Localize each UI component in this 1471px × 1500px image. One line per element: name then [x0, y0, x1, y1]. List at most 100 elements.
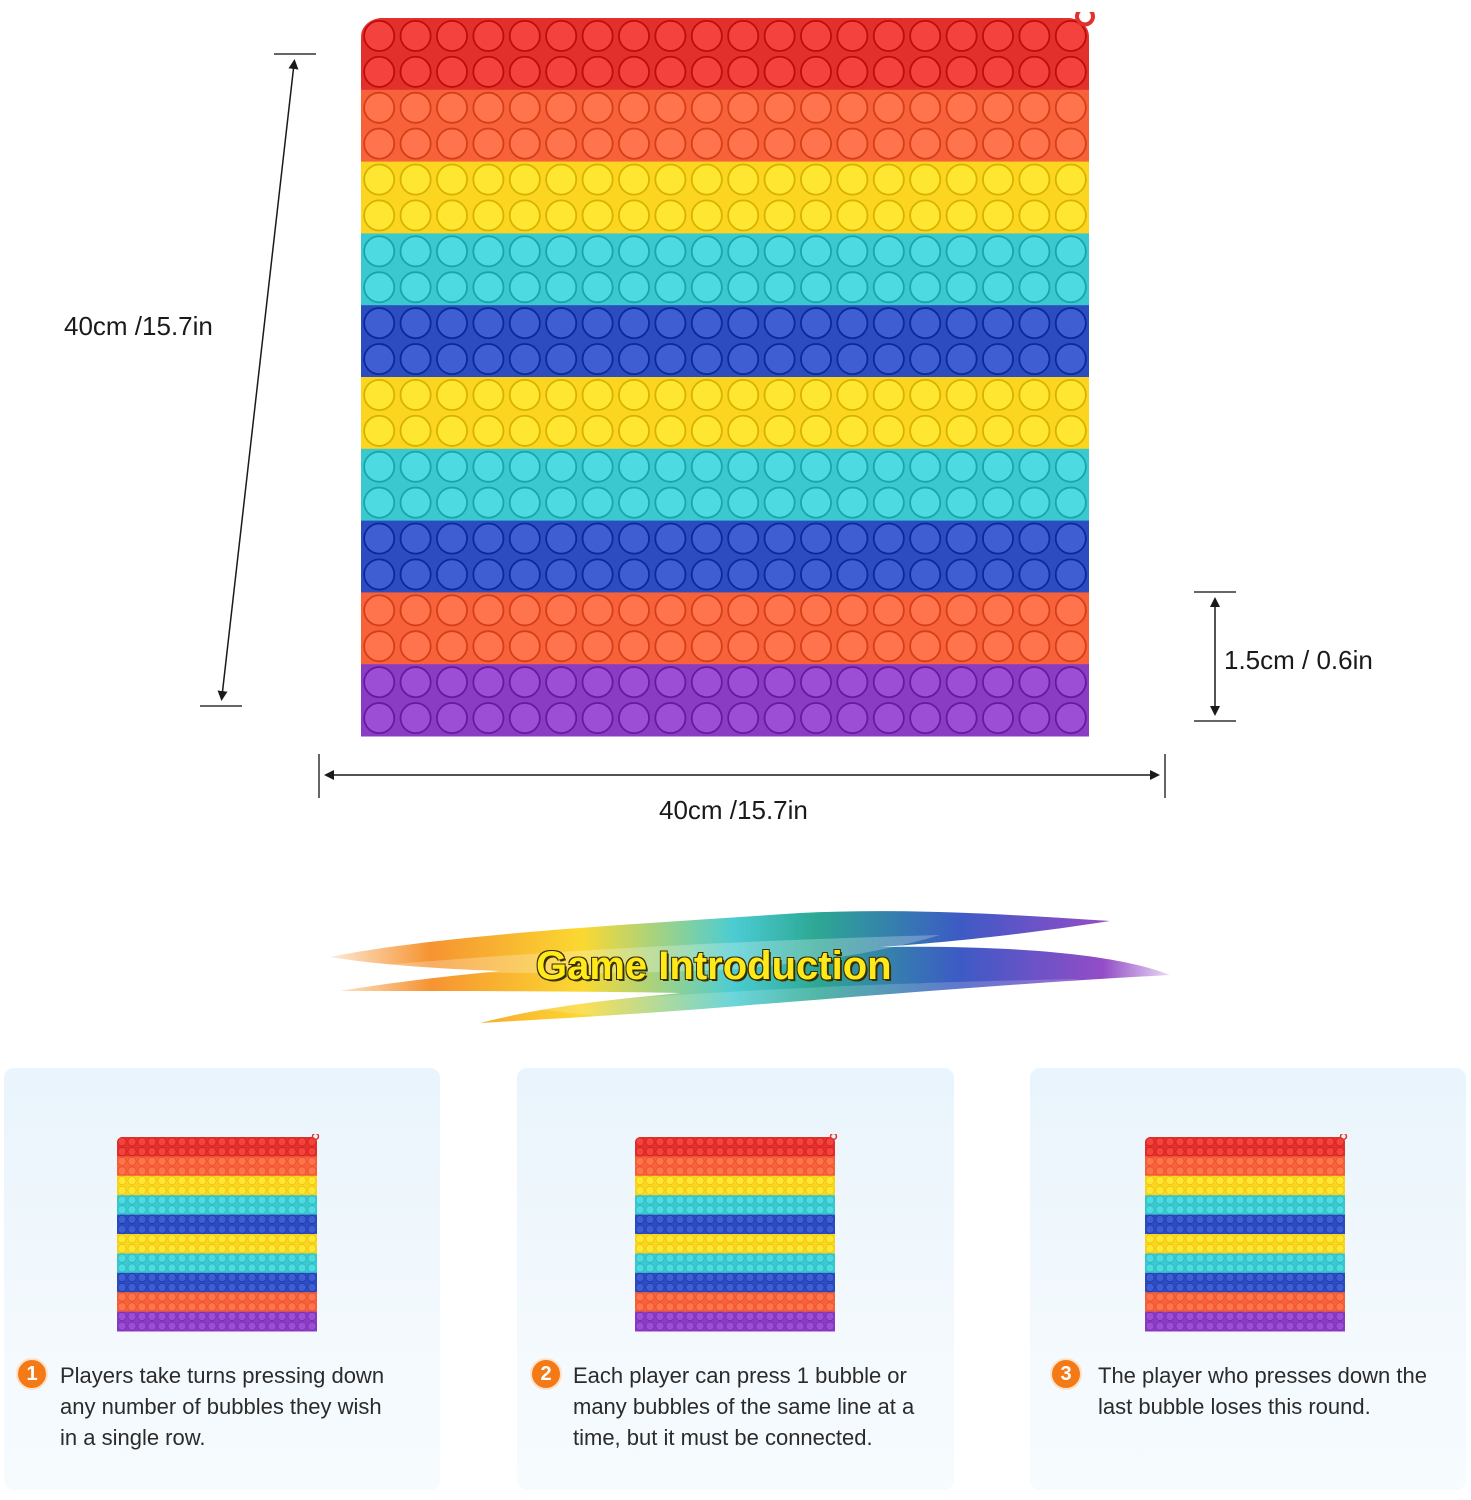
bubble — [1245, 1176, 1255, 1185]
bubble — [399, 378, 432, 411]
bubble — [805, 1166, 815, 1176]
bubble — [1325, 1186, 1335, 1195]
bubble — [765, 1321, 775, 1331]
bubble — [815, 1147, 825, 1156]
bubble — [1235, 1215, 1245, 1224]
bubble — [1054, 450, 1087, 483]
bubble — [765, 1302, 775, 1312]
bubble — [197, 1273, 207, 1282]
bubble — [765, 1263, 775, 1273]
bubble — [654, 522, 687, 555]
bubble — [237, 1137, 247, 1147]
bubble — [167, 1321, 177, 1331]
bubble — [685, 1273, 695, 1282]
bubble — [472, 378, 505, 411]
bubble — [645, 1205, 655, 1215]
bubble — [1018, 702, 1051, 735]
bubble — [508, 414, 541, 447]
bubble — [635, 1263, 645, 1273]
bubble — [267, 1176, 277, 1185]
bubble — [705, 1195, 715, 1205]
bubble — [399, 163, 432, 196]
bubble — [1195, 1244, 1205, 1253]
bubble — [1285, 1312, 1295, 1321]
bubble — [715, 1147, 725, 1156]
bubble — [1185, 1224, 1195, 1234]
bubble — [635, 1176, 645, 1185]
bubble — [1305, 1205, 1315, 1215]
bubble — [785, 1244, 795, 1253]
bubble — [800, 594, 832, 627]
bubble — [1255, 1292, 1265, 1302]
bubble — [795, 1234, 805, 1244]
bubble — [581, 199, 614, 232]
bubble — [137, 1292, 147, 1302]
bubble — [307, 1244, 317, 1253]
hanging-loop — [311, 1134, 320, 1141]
bubble — [581, 630, 614, 663]
bubble — [297, 1137, 307, 1147]
bubble — [795, 1147, 805, 1156]
bubble — [982, 271, 1014, 304]
bubble — [137, 1186, 147, 1195]
bubble — [1175, 1186, 1185, 1195]
bubble — [247, 1292, 257, 1302]
bubble — [1018, 235, 1051, 268]
bubble — [695, 1234, 705, 1244]
bubble — [645, 1273, 655, 1282]
bubble — [508, 127, 541, 160]
bubble — [745, 1215, 755, 1224]
bubble — [1145, 1283, 1155, 1292]
bubble — [727, 127, 760, 160]
bubble — [1305, 1195, 1315, 1205]
bubble — [795, 1224, 805, 1234]
bubble — [137, 1312, 147, 1321]
bubble — [399, 199, 432, 232]
bubble — [909, 666, 942, 699]
bubble — [645, 1156, 655, 1166]
bubble — [399, 19, 432, 52]
bubble — [436, 666, 468, 699]
bubble — [277, 1147, 287, 1156]
bubble — [147, 1263, 157, 1273]
bubble — [727, 19, 760, 52]
bubble — [727, 163, 760, 196]
bubble — [363, 414, 396, 447]
bubble — [645, 1263, 655, 1273]
bubble — [545, 486, 578, 519]
bubble — [127, 1253, 137, 1263]
bubble — [1275, 1195, 1285, 1205]
bubble — [618, 199, 650, 232]
bubble — [127, 1234, 137, 1244]
bubble — [157, 1244, 167, 1253]
bubble — [815, 1186, 825, 1195]
bubble — [117, 1321, 127, 1331]
bubble — [763, 199, 796, 232]
bubble — [1315, 1234, 1325, 1244]
bubble — [307, 1302, 317, 1312]
bubble — [287, 1312, 297, 1321]
bubble — [685, 1321, 695, 1331]
bubble — [177, 1186, 187, 1195]
bubble — [363, 666, 396, 699]
bubble — [1018, 630, 1051, 663]
bubble — [775, 1137, 785, 1147]
bubble — [909, 127, 942, 160]
bubble — [1165, 1273, 1175, 1282]
bubble — [755, 1302, 765, 1312]
bubble — [1205, 1234, 1215, 1244]
bubble — [715, 1205, 725, 1215]
bubble — [187, 1166, 197, 1176]
bubble — [237, 1156, 247, 1166]
bubble — [945, 235, 978, 268]
bubble — [207, 1176, 217, 1185]
bubble — [399, 235, 432, 268]
bubble — [197, 1234, 207, 1244]
bubble — [909, 558, 942, 591]
bubble — [1205, 1253, 1215, 1263]
bubble — [755, 1205, 765, 1215]
bubble — [825, 1215, 835, 1224]
bubble — [1335, 1312, 1345, 1321]
bubble — [727, 378, 760, 411]
bubble — [1145, 1253, 1155, 1263]
